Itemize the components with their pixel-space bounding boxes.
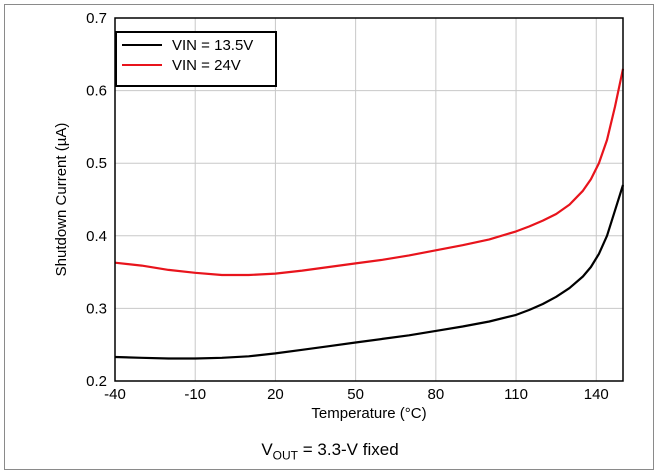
annotation-prefix: V (261, 440, 273, 459)
y-tick-label: 0.5 (86, 155, 107, 172)
y-tick-label: 0.7 (86, 10, 107, 27)
y-tick-label: 0.3 (86, 300, 107, 317)
x-tick-label: 20 (267, 386, 284, 403)
y-tick-label: 0.6 (86, 83, 107, 100)
x-tick-label: -40 (104, 386, 126, 403)
annotation-subscript: OUT (272, 448, 299, 463)
y-tick-label: 0.4 (86, 228, 107, 245)
x-tick-label: 80 (427, 386, 444, 403)
series-layer (114, 68, 625, 360)
x-tick-label: 140 (584, 386, 609, 403)
x-axis-label: Temperature (°C) (311, 405, 426, 422)
tick-labels: -40 -10 20 50 80 110 140 0.2 0.3 0.4 0.5 0.6 0.7 (86, 10, 609, 403)
legend: VIN = 13.5V VIN = 24V (115, 31, 277, 87)
y-tick-label: 0.2 (86, 373, 107, 390)
chart-frame (4, 4, 654, 470)
annotation-suffix: = 3.3-V fixed (298, 440, 399, 459)
y-axis-label: Shutdown Current (µA) (53, 123, 70, 277)
x-tick-label: 110 (504, 386, 528, 403)
plot-area-border (114, 17, 624, 382)
chart-annotation: VOUT = 3.3-V fixed (0, 440, 660, 462)
series-line-1 (114, 68, 625, 277)
legend-box (115, 31, 277, 87)
legend-label-vin-13-5v: VIN = 13.5V (172, 37, 253, 54)
x-tick-label: -10 (184, 386, 206, 403)
legend-label-vin-24v: VIN = 24V (172, 57, 241, 74)
x-tick-label: 50 (347, 386, 364, 403)
series-line-0 (114, 184, 625, 360)
